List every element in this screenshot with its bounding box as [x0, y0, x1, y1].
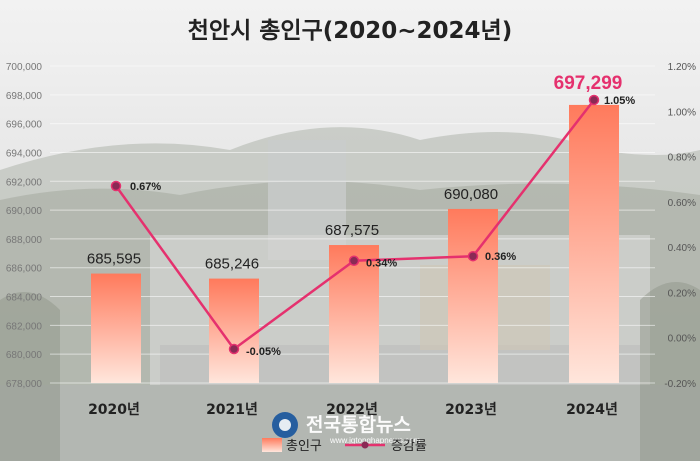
category-labels: 2020년 2021년 2022년 2023년 2024년 [88, 402, 618, 418]
legend-bar-label: 총인구 [286, 439, 322, 454]
right-tick-label: 0.20% [668, 288, 696, 299]
right-tick-label: 0.00% [668, 334, 696, 345]
right-tick-label: 1.00% [668, 107, 696, 118]
population-value-label: 685,246 [205, 256, 259, 273]
growth-rate-label: 0.36% [485, 251, 516, 263]
left-tick-label: 686,000 [6, 264, 43, 275]
population-bar [569, 104, 619, 384]
growth-rate-label: 0.34% [366, 258, 397, 270]
population-bar [448, 208, 498, 383]
chart-title: 천안시 총인구(2020~2024년) [188, 18, 512, 44]
category-label: 2023년 [445, 402, 497, 418]
growth-rate-point [467, 250, 479, 262]
left-tick-label: 696,000 [6, 120, 43, 131]
population-bar [91, 273, 141, 383]
left-tick-label: 678,000 [6, 379, 43, 390]
right-tick-label: -0.20% [664, 379, 696, 390]
left-tick-label: 694,000 [6, 148, 43, 159]
category-label: 2024년 [566, 402, 618, 418]
legend-line-marker [361, 441, 369, 449]
left-tick-label: 700,000 [6, 62, 43, 73]
growth-rate-label: 1.05% [604, 95, 635, 107]
left-tick-label: 684,000 [6, 293, 43, 304]
left-tick-label: 688,000 [6, 235, 43, 246]
legend-line-label: 증감률 [391, 439, 427, 454]
right-axis-ticks: -0.20% 0.00% 0.20% 0.40% 0.60% 0.80% 1.00% 1.20… [664, 62, 696, 390]
left-tick-label: 692,000 [6, 177, 43, 188]
left-tick-label: 698,000 [6, 91, 43, 102]
legend: 총인구 증감률 [262, 438, 427, 454]
left-tick-label: 690,000 [6, 206, 43, 217]
growth-rate-line [110, 94, 600, 355]
population-bars [91, 104, 619, 384]
growth-rate-point [348, 255, 360, 266]
right-tick-label: 0.40% [668, 243, 696, 254]
population-value-label: 690,080 [444, 186, 498, 203]
growth-rate-labels: 0.67% -0.05% 0.34% 0.36% 1.05% [130, 95, 635, 358]
chart-title-text: 천안시 총인구(2020~2024년) [188, 18, 512, 44]
population-bar [209, 278, 259, 383]
growth-rate-point [228, 343, 240, 355]
watermark-name: 전국통합뉴스 [306, 414, 411, 436]
right-tick-label: 0.60% [668, 198, 696, 209]
growth-rate-label: 0.67% [130, 181, 161, 193]
left-axis-ticks: 678,000 680,000 682,000 684,000 686,000 688,0… [6, 62, 43, 390]
watermark: 전국통합뉴스 www.jgtonghapnews.com [272, 412, 421, 445]
category-label: 2020년 [88, 402, 140, 418]
population-value-labels: 685,595 685,246 687,575 690,080 697,299 [87, 73, 622, 273]
category-label: 2022년 [326, 402, 378, 418]
population-bar [329, 245, 379, 383]
growth-rate-label: -0.05% [246, 346, 281, 358]
right-tick-label: 1.20% [668, 62, 696, 73]
growth-rate-point [588, 94, 600, 106]
watermark-url: www.jgtonghapnews.com [329, 436, 421, 445]
legend-bar-swatch [262, 438, 282, 452]
left-tick-label: 682,000 [6, 321, 43, 332]
right-tick-label: 0.80% [668, 153, 696, 164]
left-tick-label: 680,000 [6, 350, 43, 361]
population-value-label: 697,299 [554, 73, 623, 94]
population-value-label: 687,575 [325, 222, 379, 239]
category-label: 2021년 [206, 402, 258, 418]
growth-rate-point [110, 180, 122, 192]
population-value-label: 685,595 [87, 251, 141, 268]
